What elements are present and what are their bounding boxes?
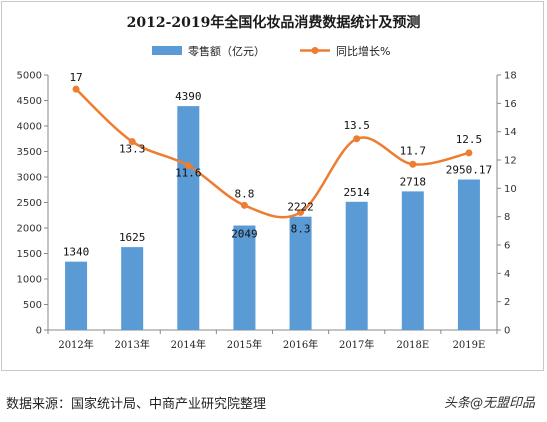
bar-value-label: 2514 <box>343 186 370 199</box>
right-tick-label: 6 <box>504 241 510 252</box>
left-tick-label: 4000 <box>17 122 42 133</box>
bar <box>457 179 480 330</box>
right-tick-label: 0 <box>504 326 510 337</box>
growth-point <box>240 201 248 209</box>
bar-value-label: 4390 <box>175 90 202 103</box>
x-tick-label: 2015年 <box>227 338 262 351</box>
bar-value-label: 2049 <box>231 228 258 241</box>
x-tick-label: 2013年 <box>114 338 149 351</box>
right-tick-label: 14 <box>504 127 517 138</box>
x-tick-label: 2019E <box>453 340 486 351</box>
left-tick-label: 4500 <box>17 96 42 107</box>
growth-point <box>184 162 192 170</box>
left-tick-label: 3000 <box>17 173 42 184</box>
bar <box>177 106 200 330</box>
x-tick-label: 2018E <box>396 340 429 351</box>
growth-point <box>297 208 305 216</box>
left-tick-label: 1000 <box>17 275 42 286</box>
legend-line-marker <box>311 47 319 54</box>
line-value-label: 8.3 <box>291 222 311 235</box>
right-tick-label: 2 <box>504 297 510 308</box>
x-tick-label: 2016年 <box>283 338 318 351</box>
growth-point <box>465 149 473 157</box>
line-value-label: 11.7 <box>400 144 427 157</box>
right-tick-label: 12 <box>504 156 517 167</box>
bar-value-label: 2718 <box>400 175 427 188</box>
x-tick-label: 2014年 <box>171 338 206 351</box>
bar <box>65 261 88 330</box>
right-tick-label: 10 <box>504 184 517 195</box>
bar <box>345 201 368 330</box>
bar <box>289 216 312 330</box>
brand-watermark: 头条@无盟印品 <box>443 396 535 411</box>
source-note: 数据来源：国家统计局、中商产业研究院整理 <box>6 397 267 412</box>
growth-point <box>72 85 80 93</box>
legend-bar-swatch <box>152 46 182 55</box>
growth-line <box>75 88 470 219</box>
bar <box>121 247 144 330</box>
right-tick-label: 8 <box>504 212 510 223</box>
x-tick-label: 2017年 <box>339 338 374 351</box>
right-tick-label: 4 <box>504 269 510 280</box>
left-tick-label: 2000 <box>17 224 42 235</box>
right-tick-label: 16 <box>504 99 517 110</box>
left-tick-label: 5000 <box>17 71 42 82</box>
bar-value-label: 2950.17 <box>446 164 492 177</box>
combo-chart: 0 500 1000 1500 2000 2500 3000 3500 4000 4500 5000… <box>17 44 517 351</box>
left-tick-label: 3500 <box>17 147 42 158</box>
line-value-label: 13.3 <box>119 143 146 156</box>
line-value-label: 13.5 <box>343 119 370 132</box>
bar-value-label: 1625 <box>119 231 146 244</box>
bar-value-label: 2222 <box>287 201 314 214</box>
line-value-label: 12.5 <box>456 133 483 146</box>
left-tick-label: 500 <box>23 300 42 311</box>
line-value-label: 8.8 <box>235 187 255 200</box>
x-tick-label: 2012年 <box>58 338 93 351</box>
bar <box>401 191 424 330</box>
left-tick-label: 1500 <box>17 249 42 260</box>
bar <box>233 225 256 330</box>
left-tick-label: 2500 <box>17 198 42 209</box>
growth-point <box>409 160 417 168</box>
legend-bar-label: 零售额（亿元） <box>188 44 265 58</box>
chart-frame <box>1 1 544 371</box>
growth-point <box>353 135 361 143</box>
chart-title: 2012-2019年全国化妆品消费数据统计及预测 <box>126 15 421 31</box>
right-tick-label: 18 <box>504 71 517 82</box>
growth-point <box>128 138 136 146</box>
line-value-label: 11.6 <box>175 167 202 180</box>
left-tick-label: 0 <box>36 326 42 337</box>
legend-line-label: 同比增长% <box>336 44 390 58</box>
bar-value-label: 1340 <box>63 246 90 259</box>
line-value-label: 17 <box>69 71 82 84</box>
